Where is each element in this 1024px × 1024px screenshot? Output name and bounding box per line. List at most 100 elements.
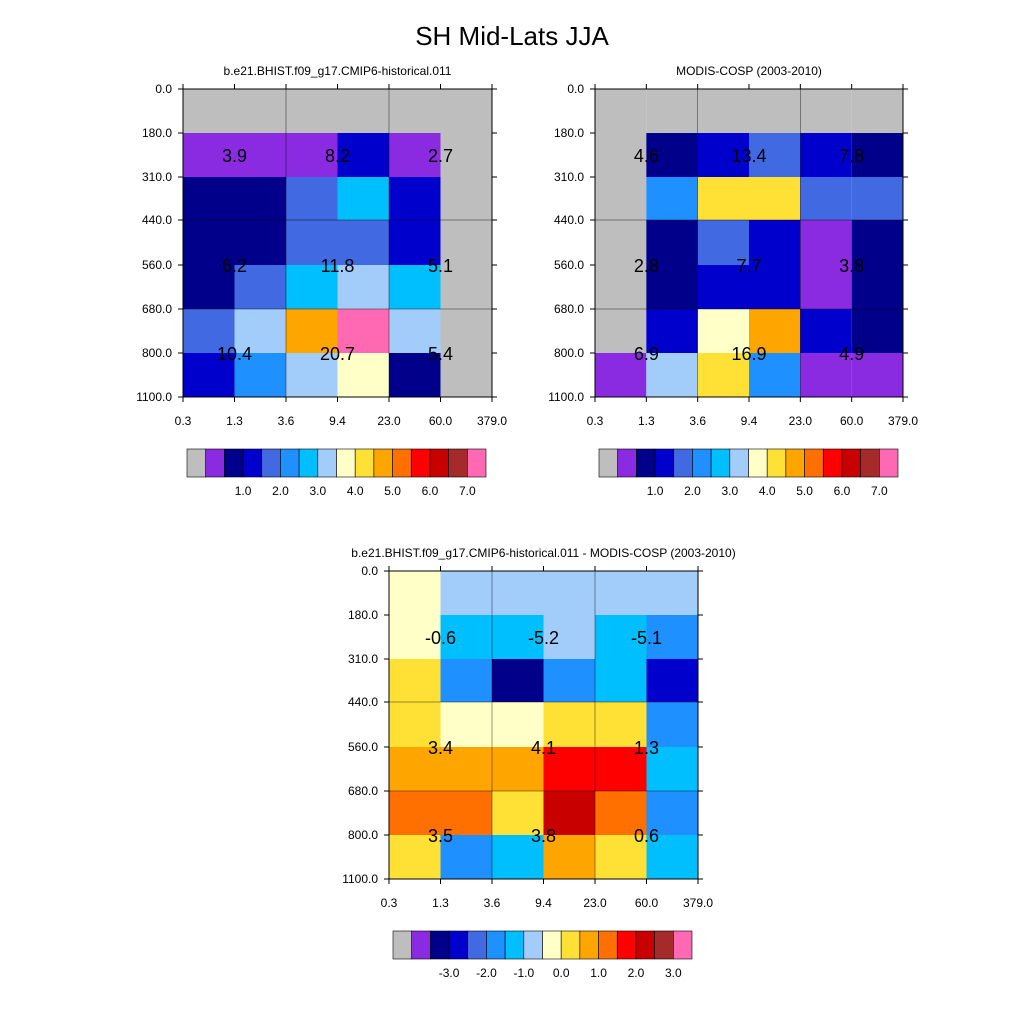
colorbar: 1.0 2.0 3.0 4.0 5.0 6.0 7.0 [598, 448, 899, 498]
colorbar-swatch [785, 448, 805, 478]
heatmap-cell [234, 177, 286, 220]
heatmap-cell [646, 353, 698, 397]
heatmap-cell [440, 220, 492, 265]
heatmap-cell [851, 89, 903, 133]
heatmap-cell [234, 133, 286, 177]
heatmap-cell [697, 265, 749, 309]
colorbar-swatch [410, 448, 431, 478]
heatmap-cell [595, 615, 647, 659]
x-tick-label: 60.0 [635, 896, 659, 910]
heatmap-cell [234, 265, 286, 309]
heatmap-cell [183, 353, 235, 397]
heatmap-cell [440, 702, 492, 747]
heatmap-cell [595, 747, 647, 791]
x-tick-label: 0.3 [587, 414, 604, 428]
y-tick-label: 800.0 [348, 828, 378, 842]
x-tick-label: 9.4 [741, 414, 758, 428]
heatmap-cell [543, 615, 595, 659]
colorbar-swatch [336, 448, 356, 478]
heatmap-cell [286, 265, 338, 309]
y-tick-label: 680.0 [348, 784, 378, 798]
heatmap-cell [646, 89, 698, 133]
heatmap-cell [183, 265, 235, 309]
heatmap-cell [337, 133, 389, 177]
y-tick-label: 440.0 [554, 213, 584, 227]
colorbar-label: 2.0 [272, 484, 289, 498]
colorbar-swatch [430, 930, 450, 960]
heatmap-cell [800, 265, 852, 309]
x-tick-label: 23.0 [377, 414, 401, 428]
heatmap-cell [389, 791, 441, 835]
heatmap-cell [646, 265, 698, 309]
y-tick-label: 800.0 [554, 346, 584, 360]
y-tick-label: 180.0 [348, 608, 378, 622]
x-tick-label: 23.0 [789, 414, 813, 428]
colorbar-label: 3.0 [309, 484, 326, 498]
y-tick-label: 1100.0 [136, 390, 172, 404]
heatmap-cell [646, 835, 698, 879]
heatmap-cell [183, 309, 235, 353]
colorbar-swatch [467, 930, 487, 960]
heatmap-cell [440, 747, 492, 791]
heatmap-cell [697, 220, 749, 265]
heatmap-cell [749, 89, 801, 133]
y-tick-label: 800.0 [142, 346, 172, 360]
heatmap-cell [543, 702, 595, 747]
colorbar-label: 7.0 [459, 484, 476, 498]
colorbar-swatch [673, 448, 693, 478]
colorbar-label: 4.0 [347, 484, 364, 498]
heatmap-cell [595, 177, 647, 220]
colorbar-swatch [261, 448, 281, 478]
heatmap-cell [697, 133, 749, 177]
heatmap-cell [389, 615, 441, 659]
colorbar-swatch [766, 448, 787, 478]
y-tick-label: 180.0 [554, 126, 584, 140]
colorbar-swatch [822, 448, 843, 478]
heatmap-cell [389, 747, 441, 791]
x-tick-label: 9.4 [535, 896, 552, 910]
panel-title: b.e21.BHIST.f09_g17.CMIP6-historical.011 [224, 64, 452, 78]
heatmap-cell [389, 702, 441, 747]
heatmap-cell [851, 220, 903, 265]
heatmap-cell [183, 133, 235, 177]
heatmap-cell [646, 133, 698, 177]
heatmap-cell [646, 220, 698, 265]
cell-value-label: 16.9 [731, 344, 766, 364]
heatmap-cell [749, 265, 801, 309]
heatmap-cell [440, 177, 492, 220]
heatmap-cell [851, 309, 903, 353]
x-tick-label: 3.6 [689, 414, 706, 428]
heatmap-cell [492, 747, 544, 791]
cell-value-label: 0.6 [634, 826, 659, 846]
cell-value-label: 20.7 [320, 344, 355, 364]
heatmap-cell [800, 133, 852, 177]
cell-value-label: 3.8 [839, 256, 864, 276]
heatmap-cell [543, 571, 595, 615]
colorbar-label: 6.0 [834, 484, 851, 498]
colorbar-swatch [617, 448, 637, 478]
y-tick-label: 0.0 [155, 82, 172, 96]
heatmap-cell [646, 791, 698, 835]
heatmap-cell [492, 571, 544, 615]
colorbar-swatch [598, 930, 618, 960]
y-tick-label: 180.0 [142, 126, 172, 140]
heatmap-cell [492, 702, 544, 747]
heatmap-cell [697, 89, 749, 133]
colorbar-swatch [598, 448, 618, 478]
colorbar-swatch [560, 930, 581, 960]
cell-value-label: 7.8 [839, 146, 864, 166]
y-tick-label: 680.0 [554, 302, 584, 316]
cell-value-label: 8.2 [325, 146, 350, 166]
colorbar-swatch [280, 448, 300, 478]
x-tick-label: 23.0 [583, 896, 607, 910]
colorbar-swatch [748, 448, 768, 478]
y-tick-label: 440.0 [348, 695, 378, 709]
heatmap-cell [234, 89, 286, 133]
x-tick-label: 9.4 [329, 414, 346, 428]
colorbar-label: 1.0 [590, 966, 607, 980]
colorbar-swatch [635, 930, 655, 960]
colorbar-label: -1.0 [513, 966, 534, 980]
colorbar-swatch [710, 448, 731, 478]
cell-value-label: 5.1 [428, 256, 453, 276]
